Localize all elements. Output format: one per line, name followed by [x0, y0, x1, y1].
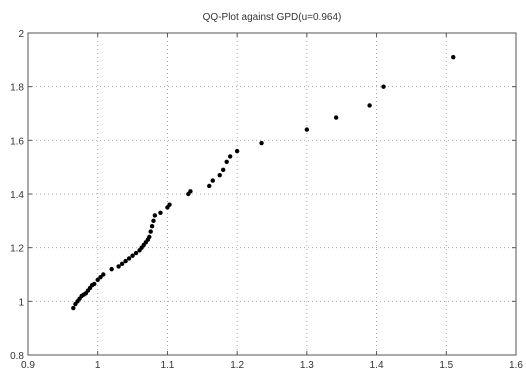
x-tick-label: 0.9 — [21, 360, 35, 371]
y-axis-tick-labels: 0.8 1 1.2 1.4 1.6 1.8 2 — [10, 29, 24, 362]
data-point — [119, 261, 125, 266]
x-tick-label: 1.3 — [300, 360, 314, 371]
data-point — [109, 266, 114, 272]
y-tick-label: 0.8 — [10, 351, 24, 362]
data-point — [224, 159, 229, 164]
data-point — [116, 264, 121, 269]
y-tick-label: 2 — [18, 29, 24, 40]
data-point — [152, 213, 158, 218]
data-point — [333, 115, 339, 120]
data-point — [130, 253, 135, 258]
y-tick-label: 1.6 — [10, 136, 24, 147]
data-point — [149, 224, 155, 229]
data-point — [148, 229, 153, 234]
data-point — [451, 54, 456, 60]
data-point — [259, 140, 264, 146]
data-points — [71, 54, 456, 311]
axis-ticks — [27, 32, 517, 356]
x-tick-label: 1 — [95, 360, 101, 371]
data-point — [147, 234, 152, 240]
data-point — [188, 189, 193, 194]
x-tick-label: 1.4 — [370, 360, 384, 371]
y-tick-label: 1 — [18, 297, 24, 308]
data-point — [158, 210, 163, 215]
data-point — [367, 103, 372, 108]
data-point — [207, 183, 212, 189]
grid-lines — [28, 33, 516, 355]
data-point — [126, 256, 132, 261]
y-tick-label: 1.8 — [10, 83, 24, 94]
data-point — [304, 127, 310, 132]
data-point — [381, 84, 386, 89]
data-point — [101, 272, 106, 277]
x-tick-label: 1.6 — [509, 360, 523, 371]
data-point — [217, 173, 222, 178]
y-tick-label: 1.2 — [10, 244, 24, 255]
y-tick-label: 1.4 — [10, 190, 24, 201]
data-point — [133, 250, 139, 256]
data-point — [227, 154, 233, 159]
data-point — [234, 148, 240, 154]
data-point — [123, 258, 128, 264]
x-axis-tick-labels: 0.9 1 1.1 1.2 1.3 1.4 1.5 1.6 — [21, 360, 523, 371]
data-point — [95, 277, 100, 283]
data-point — [71, 305, 76, 311]
data-point — [167, 202, 172, 207]
data-point — [210, 178, 215, 183]
x-tick-label: 1.5 — [439, 360, 453, 371]
data-point — [98, 274, 103, 280]
x-tick-label: 1.2 — [230, 360, 244, 371]
chart-title: QQ-Plot against GPD(u=0.964) — [203, 12, 342, 23]
data-point — [221, 167, 226, 173]
data-point — [151, 218, 156, 224]
data-point — [92, 281, 97, 287]
x-tick-label: 1.1 — [160, 360, 174, 371]
